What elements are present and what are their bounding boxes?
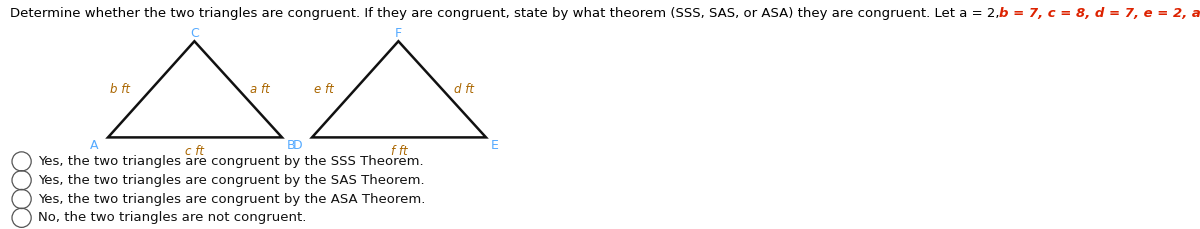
Text: b = 7, c = 8, d = 7, e = 2, and f = 8.: b = 7, c = 8, d = 7, e = 2, and f = 8. — [1000, 7, 1200, 20]
Text: Determine whether the two triangles are congruent. If they are congruent, state : Determine whether the two triangles are … — [10, 7, 1000, 20]
Text: a ft: a ft — [251, 83, 270, 96]
Text: f ft: f ft — [391, 145, 407, 158]
Text: D: D — [293, 139, 302, 152]
Text: b ft: b ft — [109, 83, 130, 96]
Text: e ft: e ft — [314, 83, 334, 96]
Text: Yes, the two triangles are congruent by the ASA Theorem.: Yes, the two triangles are congruent by … — [38, 193, 426, 205]
Text: c ft: c ft — [186, 145, 204, 158]
Text: Yes, the two triangles are congruent by the SSS Theorem.: Yes, the two triangles are congruent by … — [38, 155, 424, 168]
Text: d ft: d ft — [455, 83, 474, 96]
Text: Yes, the two triangles are congruent by the SAS Theorem.: Yes, the two triangles are congruent by … — [38, 174, 425, 187]
Text: No, the two triangles are not congruent.: No, the two triangles are not congruent. — [38, 211, 307, 224]
Text: F: F — [395, 27, 402, 40]
Text: C: C — [190, 27, 199, 40]
Text: A: A — [90, 139, 98, 152]
Text: E: E — [491, 139, 499, 152]
Text: B: B — [287, 139, 295, 152]
